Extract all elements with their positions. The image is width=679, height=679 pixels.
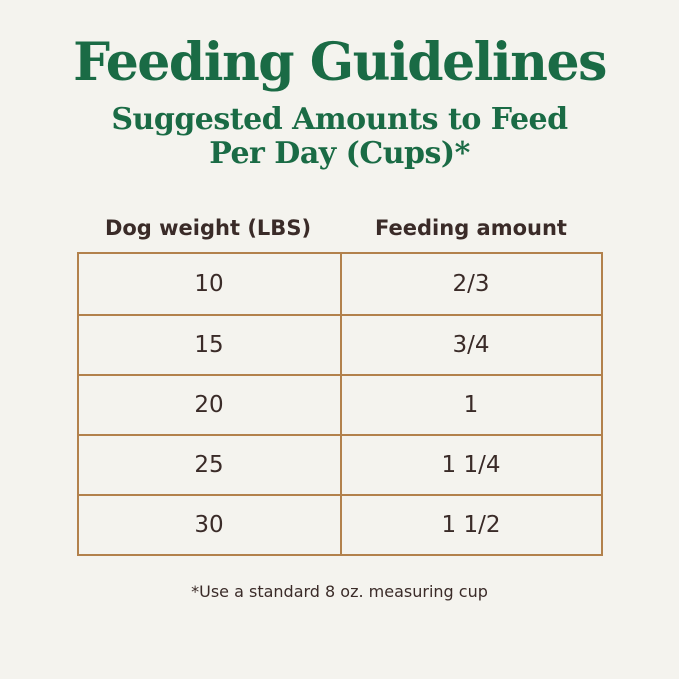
table-column-headers: Dog weight (LBS) Feeding amount — [77, 216, 603, 240]
feeding-table: 10 2/3 15 3/4 20 1 25 1 1/4 30 1 1/2 — [76, 252, 603, 557]
column-header-dog-weight: Dog weight (LBS) — [104, 216, 312, 241]
dog-weight-cell: 25 — [194, 452, 224, 479]
dog-weight-cell: 30 — [194, 512, 224, 539]
feeding-amount-cell: 1 — [339, 376, 601, 435]
feeding-table-section: Dog weight (LBS) Feeding amount 10 2/3 1… — [76, 216, 603, 557]
feeding-amount-cell: 2/3 — [339, 254, 601, 315]
page-title: Feeding Guidelines — [73, 32, 607, 93]
table-row: 20 1 — [78, 374, 601, 435]
dog-weight-cell: 10 — [194, 271, 224, 298]
feeding-amount-cell: 3/4 — [339, 316, 601, 375]
feeding-amount-cell: 1 1/2 — [339, 496, 601, 555]
measuring-cup-footnote: *Use a standard 8 oz. measuring cup — [191, 582, 488, 602]
table-row: 15 3/4 — [78, 314, 601, 375]
table-row: 30 1 1/2 — [78, 494, 601, 555]
table-row: 10 2/3 — [79, 254, 601, 315]
subtitle-line-2: Per Day (Cups)* — [209, 135, 470, 171]
dog-weight-cell: 15 — [194, 332, 224, 359]
table-row: 25 1 1/4 — [78, 434, 601, 495]
feeding-amount-cell: 1 1/4 — [339, 436, 601, 495]
dog-weight-cell: 20 — [194, 392, 224, 419]
page-subtitle: Suggested Amounts to Feed Per Day (Cups)… — [111, 102, 568, 171]
column-header-feeding-amount: Feeding amount — [375, 216, 567, 241]
subtitle-line-1: Suggested Amounts to Feed — [111, 102, 568, 138]
